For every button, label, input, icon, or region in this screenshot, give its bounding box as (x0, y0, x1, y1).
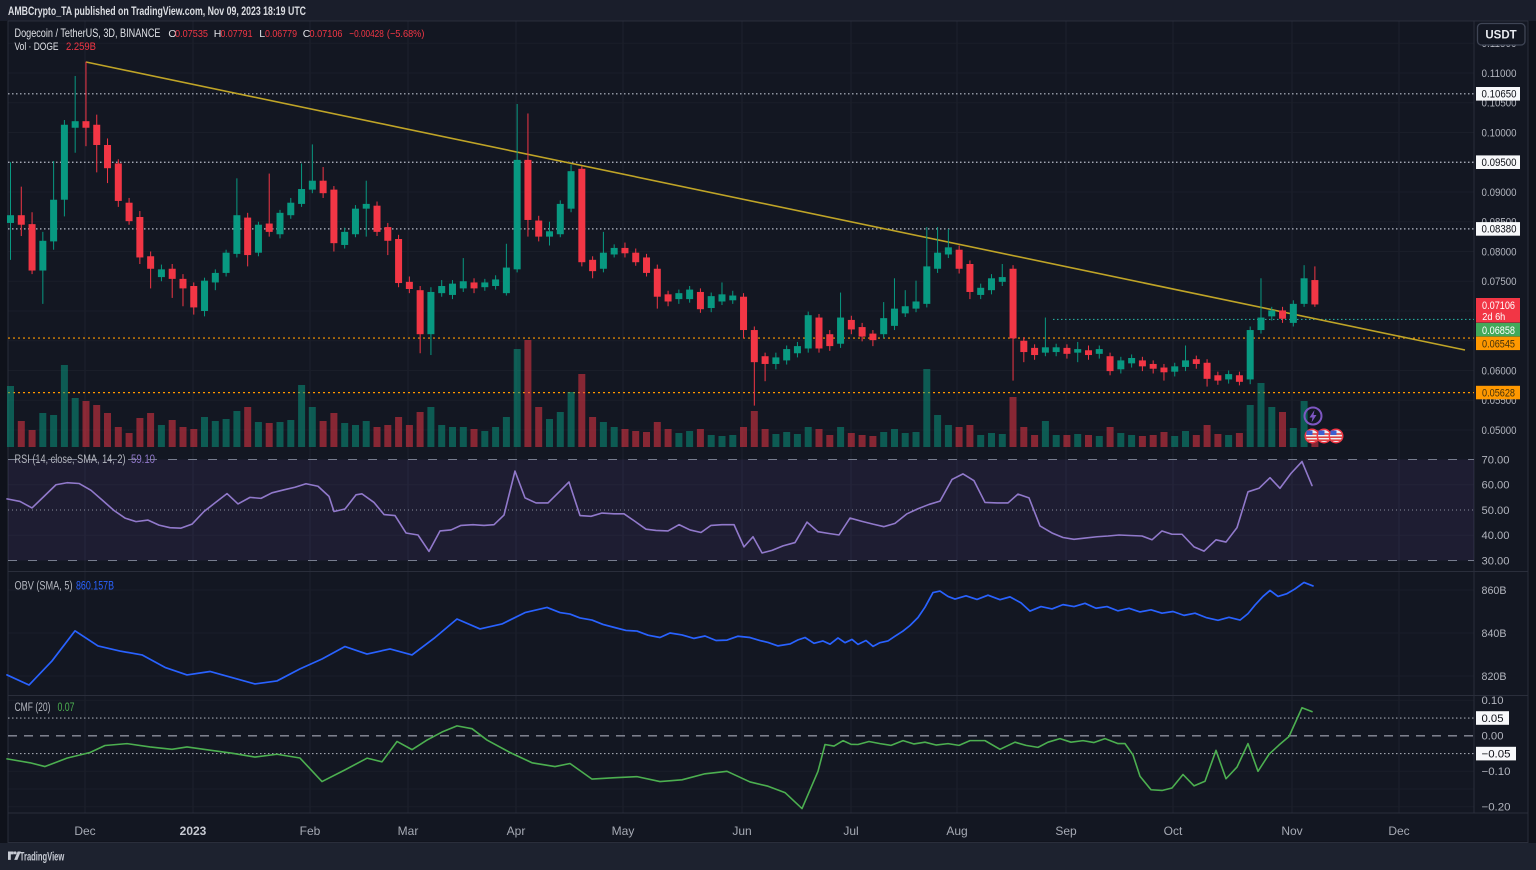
svg-text:TradingView: TradingView (20, 851, 65, 863)
svg-text:860B: 860B (1482, 585, 1507, 597)
svg-text:0.11000: 0.11000 (1482, 68, 1517, 80)
svg-text:0.06545: 0.06545 (1482, 339, 1515, 351)
svg-text:60.00: 60.00 (1482, 480, 1510, 492)
svg-text:Oct: Oct (1164, 824, 1183, 838)
svg-text:Feb: Feb (300, 824, 321, 838)
svg-text:May: May (612, 824, 635, 838)
svg-text:50.00: 50.00 (1482, 505, 1510, 517)
svg-text:CMF (20): CMF (20) (15, 702, 51, 714)
svg-text:Jun: Jun (732, 824, 751, 838)
svg-text:30.00: 30.00 (1482, 555, 1510, 567)
svg-text:USDT: USDT (1485, 30, 1516, 42)
svg-text:0.10000: 0.10000 (1482, 127, 1517, 139)
svg-text:C: C (303, 28, 311, 40)
svg-text:−0.10: −0.10 (1482, 766, 1511, 778)
svg-text:0.05000: 0.05000 (1482, 425, 1517, 437)
svg-text:(−5.68%): (−5.68%) (387, 28, 425, 40)
svg-text:0.00: 0.00 (1482, 731, 1504, 743)
svg-text:0.07106: 0.07106 (1482, 300, 1515, 312)
svg-text:0.10: 0.10 (1482, 695, 1504, 707)
svg-text:0.07500: 0.07500 (1482, 276, 1517, 288)
svg-text:0.09500: 0.09500 (1482, 157, 1517, 169)
svg-text:Nov: Nov (1281, 824, 1302, 838)
svg-text:0.06000: 0.06000 (1482, 365, 1517, 377)
svg-text:820B: 820B (1482, 671, 1507, 683)
svg-text:59.10: 59.10 (131, 454, 155, 466)
svg-text:0.08380: 0.08380 (1482, 224, 1517, 236)
svg-text:−0.00428: −0.00428 (349, 28, 384, 40)
svg-text:Apr: Apr (507, 824, 526, 838)
svg-text:Dogecoin / TetherUS, 3D, BINAN: Dogecoin / TetherUS, 3D, BINANCE (15, 26, 161, 40)
svg-text:840B: 840B (1482, 628, 1507, 640)
svg-text:0.07106: 0.07106 (310, 28, 343, 40)
svg-text:0.06858: 0.06858 (1482, 325, 1515, 337)
svg-text:40.00: 40.00 (1482, 530, 1510, 542)
svg-text:0.07535: 0.07535 (175, 28, 208, 40)
svg-text:Mar: Mar (398, 824, 419, 838)
svg-text:Dec: Dec (1388, 824, 1409, 838)
svg-text:Sep: Sep (1055, 824, 1077, 838)
svg-text:0.08000: 0.08000 (1482, 246, 1517, 258)
svg-text:0.09000: 0.09000 (1482, 187, 1517, 199)
svg-text:Dec: Dec (74, 824, 95, 838)
svg-text:0.07: 0.07 (58, 702, 75, 714)
svg-text:70.00: 70.00 (1482, 454, 1510, 466)
svg-text:Jul: Jul (843, 824, 858, 838)
svg-text:RSI (14, close, SMA, 14, 2): RSI (14, close, SMA, 14, 2) (15, 454, 126, 466)
svg-text:−0.20: −0.20 (1482, 802, 1511, 814)
svg-text:2d 6h: 2d 6h (1482, 312, 1505, 323)
svg-text:AMBCrypto_TA published on Trad: AMBCrypto_TA published on TradingView.co… (8, 4, 306, 18)
svg-text:Vol · DOGE: Vol · DOGE (15, 41, 59, 53)
svg-text:0.10650: 0.10650 (1482, 89, 1517, 101)
svg-text:L: L (259, 28, 265, 40)
svg-text:0.05: 0.05 (1482, 713, 1504, 725)
svg-text:0.05628: 0.05628 (1482, 388, 1515, 400)
svg-text:−0.05: −0.05 (1482, 748, 1511, 760)
svg-text:860.157B: 860.157B (76, 581, 114, 593)
svg-text:Aug: Aug (946, 824, 967, 838)
svg-text:0.06779: 0.06779 (265, 28, 297, 40)
svg-text:H: H (214, 28, 222, 40)
svg-text:2.259B: 2.259B (66, 41, 96, 53)
svg-text:0.07791: 0.07791 (221, 28, 253, 40)
svg-text:2023: 2023 (180, 824, 207, 838)
svg-text:OBV (SMA, 5): OBV (SMA, 5) (15, 581, 73, 593)
svg-text:O: O (168, 28, 176, 40)
